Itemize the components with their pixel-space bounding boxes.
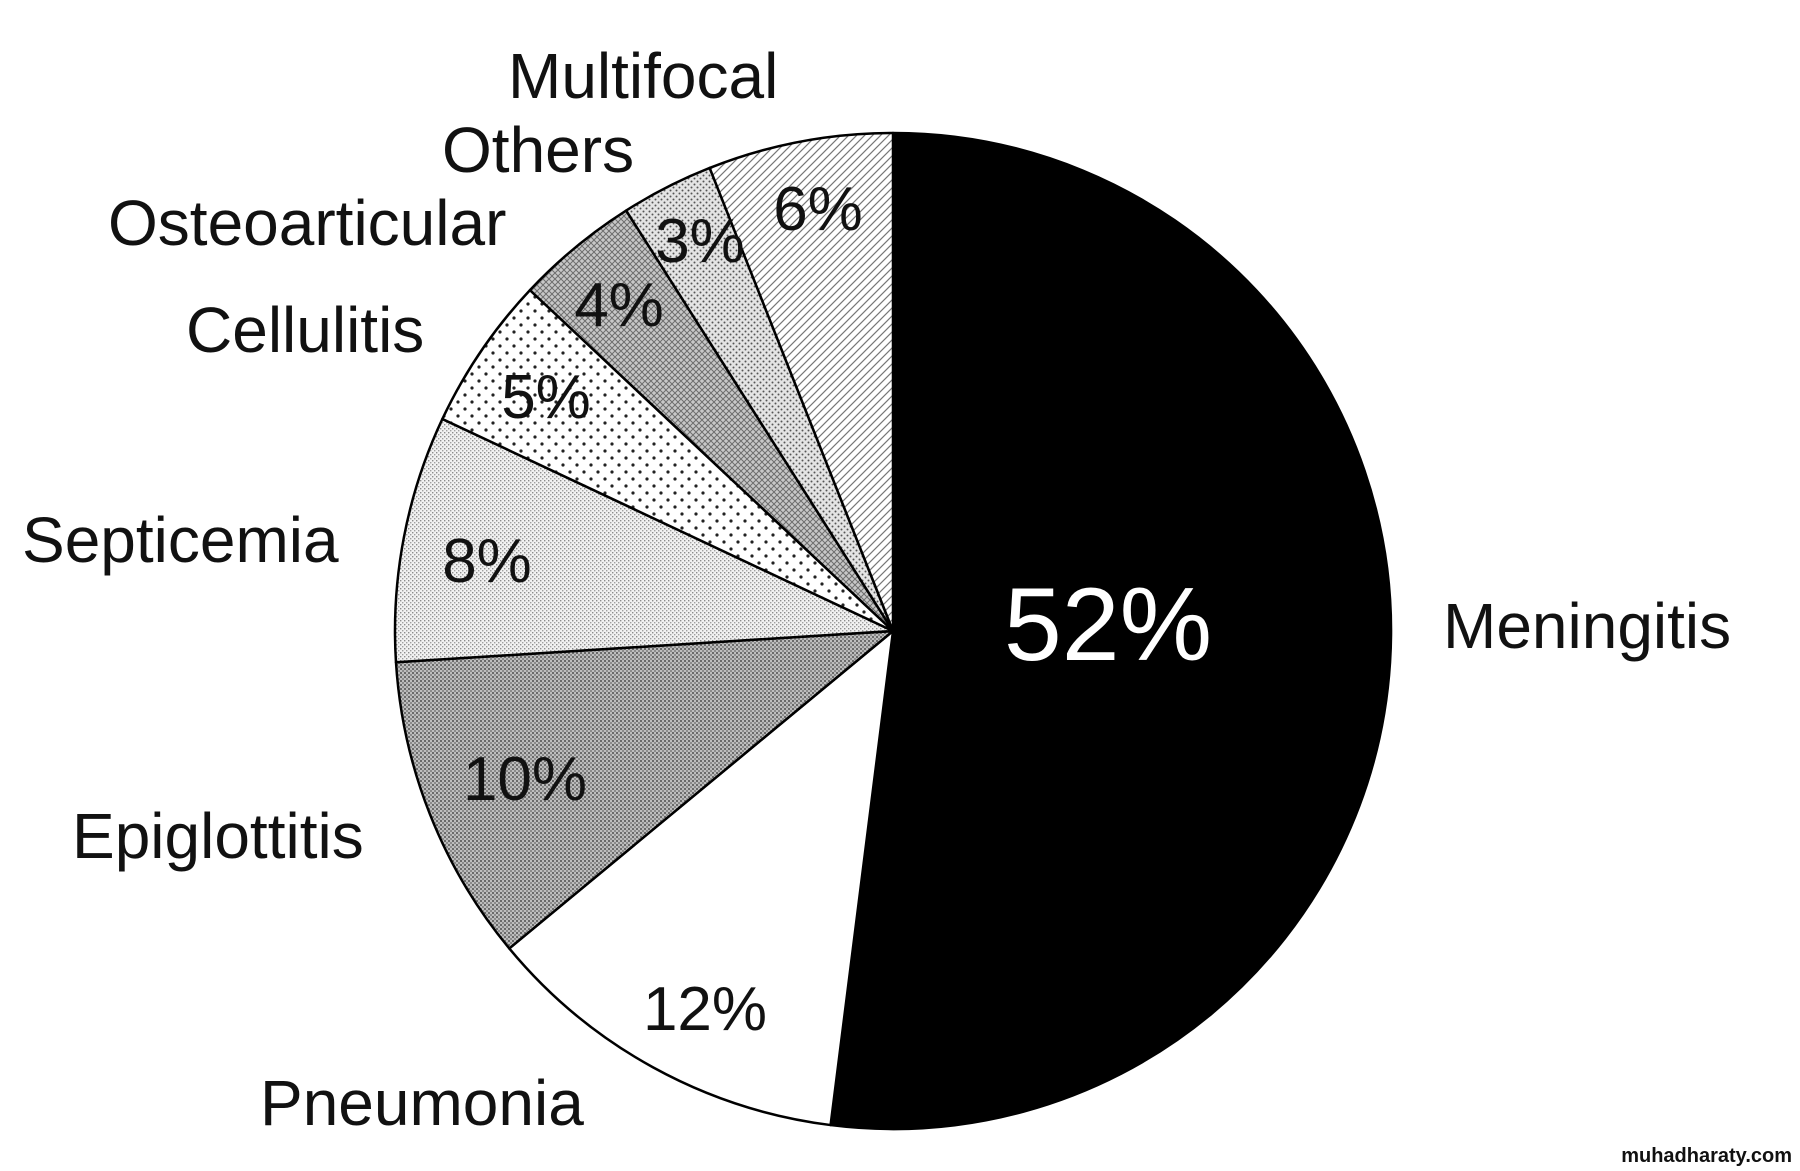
watermark: muhadharaty.com	[1621, 1145, 1792, 1167]
pie-slice-multifocal	[708, 131, 895, 633]
pie-slice-meningitis	[829, 131, 1393, 1131]
value-label-cellulitis: 5%	[501, 363, 591, 432]
value-label-multifocal: 6%	[773, 175, 863, 244]
value-label-epiglottitis: 10%	[463, 745, 587, 814]
category-label-septicemia: Septicemia	[22, 504, 339, 576]
category-label-osteoarticular: Osteoarticular	[108, 187, 506, 259]
pie-slice-septicemia	[393, 417, 895, 664]
value-label-osteoarticular: 4%	[574, 271, 664, 340]
pie-labels: Meningitis Pneumonia Epiglottitis Septic…	[22, 40, 1731, 1139]
category-label-multifocal: Multifocal	[508, 40, 778, 112]
pie-slice-epiglottitis	[394, 629, 895, 950]
category-label-epiglottitis: Epiglottitis	[72, 800, 364, 872]
category-label-pneumonia: Pneumonia	[260, 1067, 584, 1139]
value-label-septicemia: 8%	[442, 527, 532, 596]
pie-slice-pneumonia	[508, 629, 895, 1127]
category-label-meningitis: Meningitis	[1443, 590, 1731, 662]
pie-slices	[393, 131, 1393, 1131]
value-label-others: 3%	[655, 207, 745, 276]
category-label-others: Others	[442, 114, 634, 186]
value-label-meningitis: 52%	[1004, 567, 1212, 683]
value-label-pneumonia: 12%	[643, 975, 767, 1044]
pie-slice-cellulitis	[441, 288, 895, 633]
category-label-cellulitis: Cellulitis	[186, 294, 424, 366]
